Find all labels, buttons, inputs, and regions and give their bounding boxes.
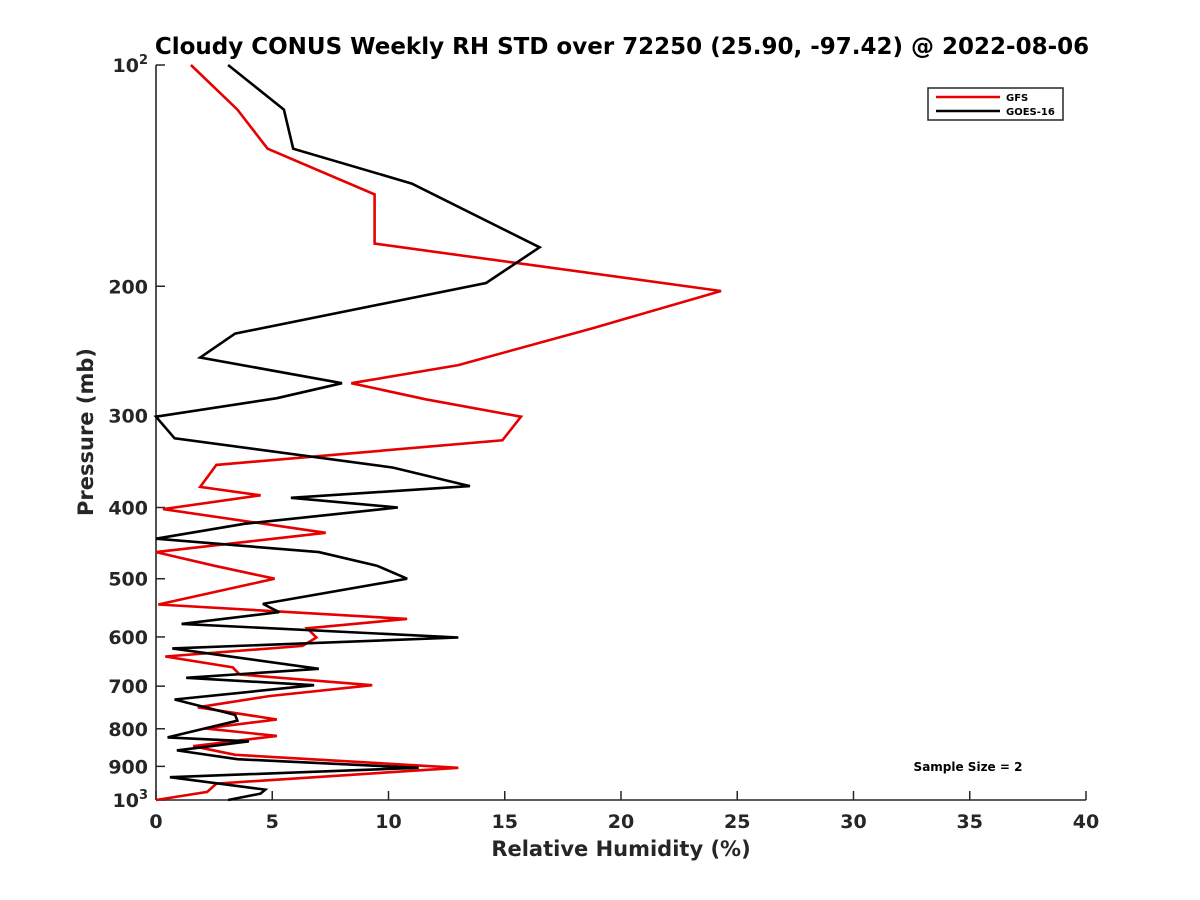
y-tick-label: 300 (108, 406, 148, 428)
x-tick-label: 5 (266, 811, 279, 833)
series-line-gfs (155, 64, 722, 802)
y-tick-label: 500 (108, 569, 148, 591)
legend-box (927, 87, 1064, 121)
x-tick-label: 30 (840, 811, 866, 833)
x-tick-label: 40 (1073, 811, 1099, 833)
x-tick-label: 0 (149, 811, 162, 833)
axes (155, 65, 1086, 801)
y-tick-label: 400 (108, 498, 148, 520)
y-tick-label: 103 (113, 788, 149, 812)
y-tick-label: 900 (108, 756, 148, 778)
y-ticks: 102 200 300 400 500 600 700 800 900 103 (108, 53, 165, 812)
x-tick-label: 25 (724, 811, 750, 833)
x-tick-label: 15 (492, 811, 518, 833)
chart-title: Cloudy CONUS Weekly RH STD over 72250 (2… (155, 34, 1089, 60)
y-tick-label: 200 (108, 276, 148, 298)
series-lines (153, 63, 722, 802)
legend-label-goes16: GOES-16 (1006, 107, 1055, 118)
y-tick-label: 600 (108, 627, 148, 649)
x-tick-label: 20 (608, 811, 634, 833)
legend-label-gfs: GFS (1006, 93, 1028, 104)
y-tick-label: 700 (108, 676, 148, 698)
sample-size-annotation: Sample Size = 2 (914, 760, 1023, 774)
legend: GFS GOES-16 (927, 87, 1064, 121)
x-ticks: 0 5 10 15 20 25 30 35 40 (149, 791, 1099, 833)
y-tick-label: 800 (108, 719, 148, 741)
y-axis-title: Pressure (mb) (74, 348, 98, 516)
x-axis-title: Relative Humidity (%) (491, 837, 750, 861)
y-tick-label: 102 (113, 53, 149, 77)
series-line-goes16 (153, 63, 543, 802)
x-tick-label: 10 (375, 811, 401, 833)
x-tick-label: 35 (957, 811, 983, 833)
